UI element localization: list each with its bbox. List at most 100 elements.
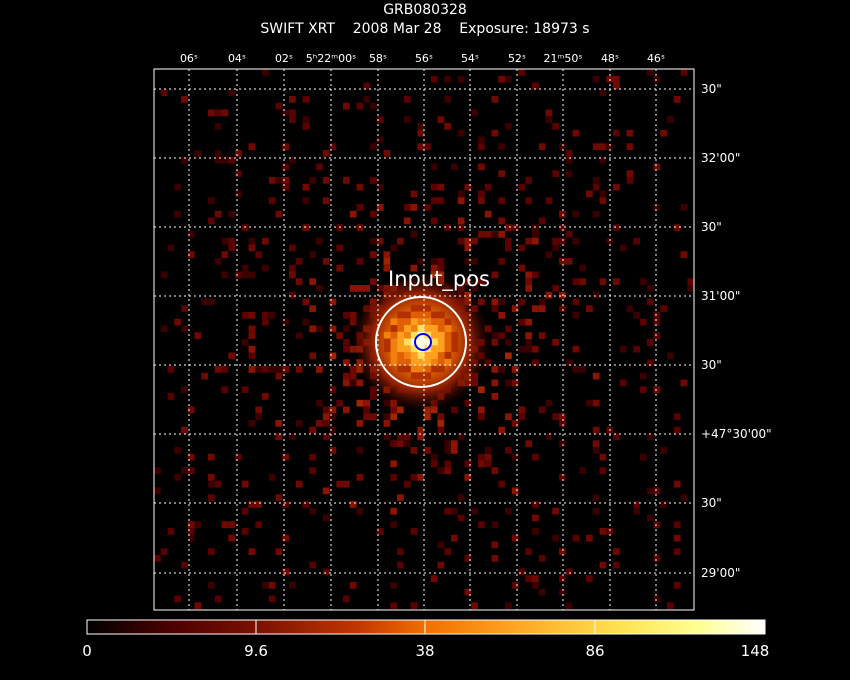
count-pixel [626,129,634,137]
count-pixel [397,331,405,339]
count-pixel [410,190,418,198]
count-pixel [255,501,263,508]
count-pixel [525,339,533,346]
count-pixel [599,453,607,461]
count-pixel [552,285,560,292]
count-pixel [322,433,330,441]
count-pixel [599,143,607,151]
count-pixel [660,501,668,508]
count-pixel [559,143,566,151]
count-pixel [491,96,499,103]
count-pixel [390,358,398,366]
count-pixel [491,541,499,549]
count-pixel [214,210,222,218]
count-pixel [228,521,236,529]
count-pixel [653,555,661,562]
count-pixel [592,507,600,515]
count-pixel [343,325,350,333]
dec-tick-label: 31'00" [701,289,740,303]
count-pixel [606,143,614,151]
count-pixel [471,507,479,515]
count-pixel [390,345,398,353]
count-pixel [478,190,485,198]
count-pixel [403,116,411,124]
count-pixel [444,338,452,346]
count-pixel [545,251,553,259]
count-pixel [370,102,377,110]
count-pixel [444,325,452,332]
count-pixel [586,575,593,583]
count-pixel [525,548,533,556]
count-pixel [457,237,465,245]
count-pixel [565,170,573,178]
count-pixel [599,197,607,205]
count-pixel [208,109,215,117]
count-pixel [491,332,499,340]
count-pixel [538,332,546,340]
count-pixel [633,237,641,245]
count-pixel [248,237,256,245]
count-pixel [525,285,533,292]
count-pixel [410,311,418,319]
count-pixel [390,244,398,252]
count-pixel [302,96,310,103]
count-pixel [444,447,452,454]
count-pixel [390,521,398,529]
count-pixel [248,352,256,360]
count-pixel [491,305,499,313]
count-pixel [241,312,249,319]
count-pixel [417,143,425,151]
count-pixel [626,170,634,178]
count-pixel [356,102,364,110]
count-pixel [451,534,458,542]
count-pixel [363,413,371,421]
count-pixel [397,311,405,319]
count-pixel [410,602,418,610]
count-pixel [667,352,674,360]
count-pixel [221,271,229,279]
count-pixel [592,426,600,434]
count-pixel [667,116,674,124]
count-pixel [322,406,330,414]
count-pixel [667,602,674,610]
count-pixel [552,244,560,252]
count-pixel [457,494,465,502]
count-pixel [437,426,445,434]
count-pixel [498,312,506,319]
colorbar [86,619,766,635]
count-pixel [437,311,445,319]
count-pixel [221,386,229,394]
count-pixel [451,331,459,339]
count-pixel [262,366,269,373]
count-pixel [444,548,452,556]
count-pixel [404,325,411,332]
count-pixel [181,96,188,103]
count-pixel [565,359,573,367]
count-pixel [329,447,337,454]
count-pixel [464,474,472,481]
count-pixel [431,331,438,339]
count-pixel [289,116,296,124]
count-pixel [282,568,290,576]
count-pixel [640,318,647,326]
count-pixel [370,210,377,218]
count-pixel [565,602,573,610]
count-pixel [613,183,620,191]
count-pixel [376,237,384,245]
count-pixel [498,217,506,225]
count-pixel [518,406,526,414]
count-pixel [511,534,519,542]
count-pixel [498,332,506,340]
count-pixel [484,447,492,454]
ra-tick-label: 21ᵐ50ˢ [544,52,583,65]
count-pixel [559,474,566,481]
count-pixel [221,366,229,373]
count-pixel [268,366,276,373]
count-pixel [505,75,512,83]
count-pixel [289,433,296,441]
count-pixel [154,467,161,475]
count-pixel [214,109,222,117]
count-pixel [457,190,465,198]
count-pixel [444,460,452,468]
count-pixel [302,123,310,130]
